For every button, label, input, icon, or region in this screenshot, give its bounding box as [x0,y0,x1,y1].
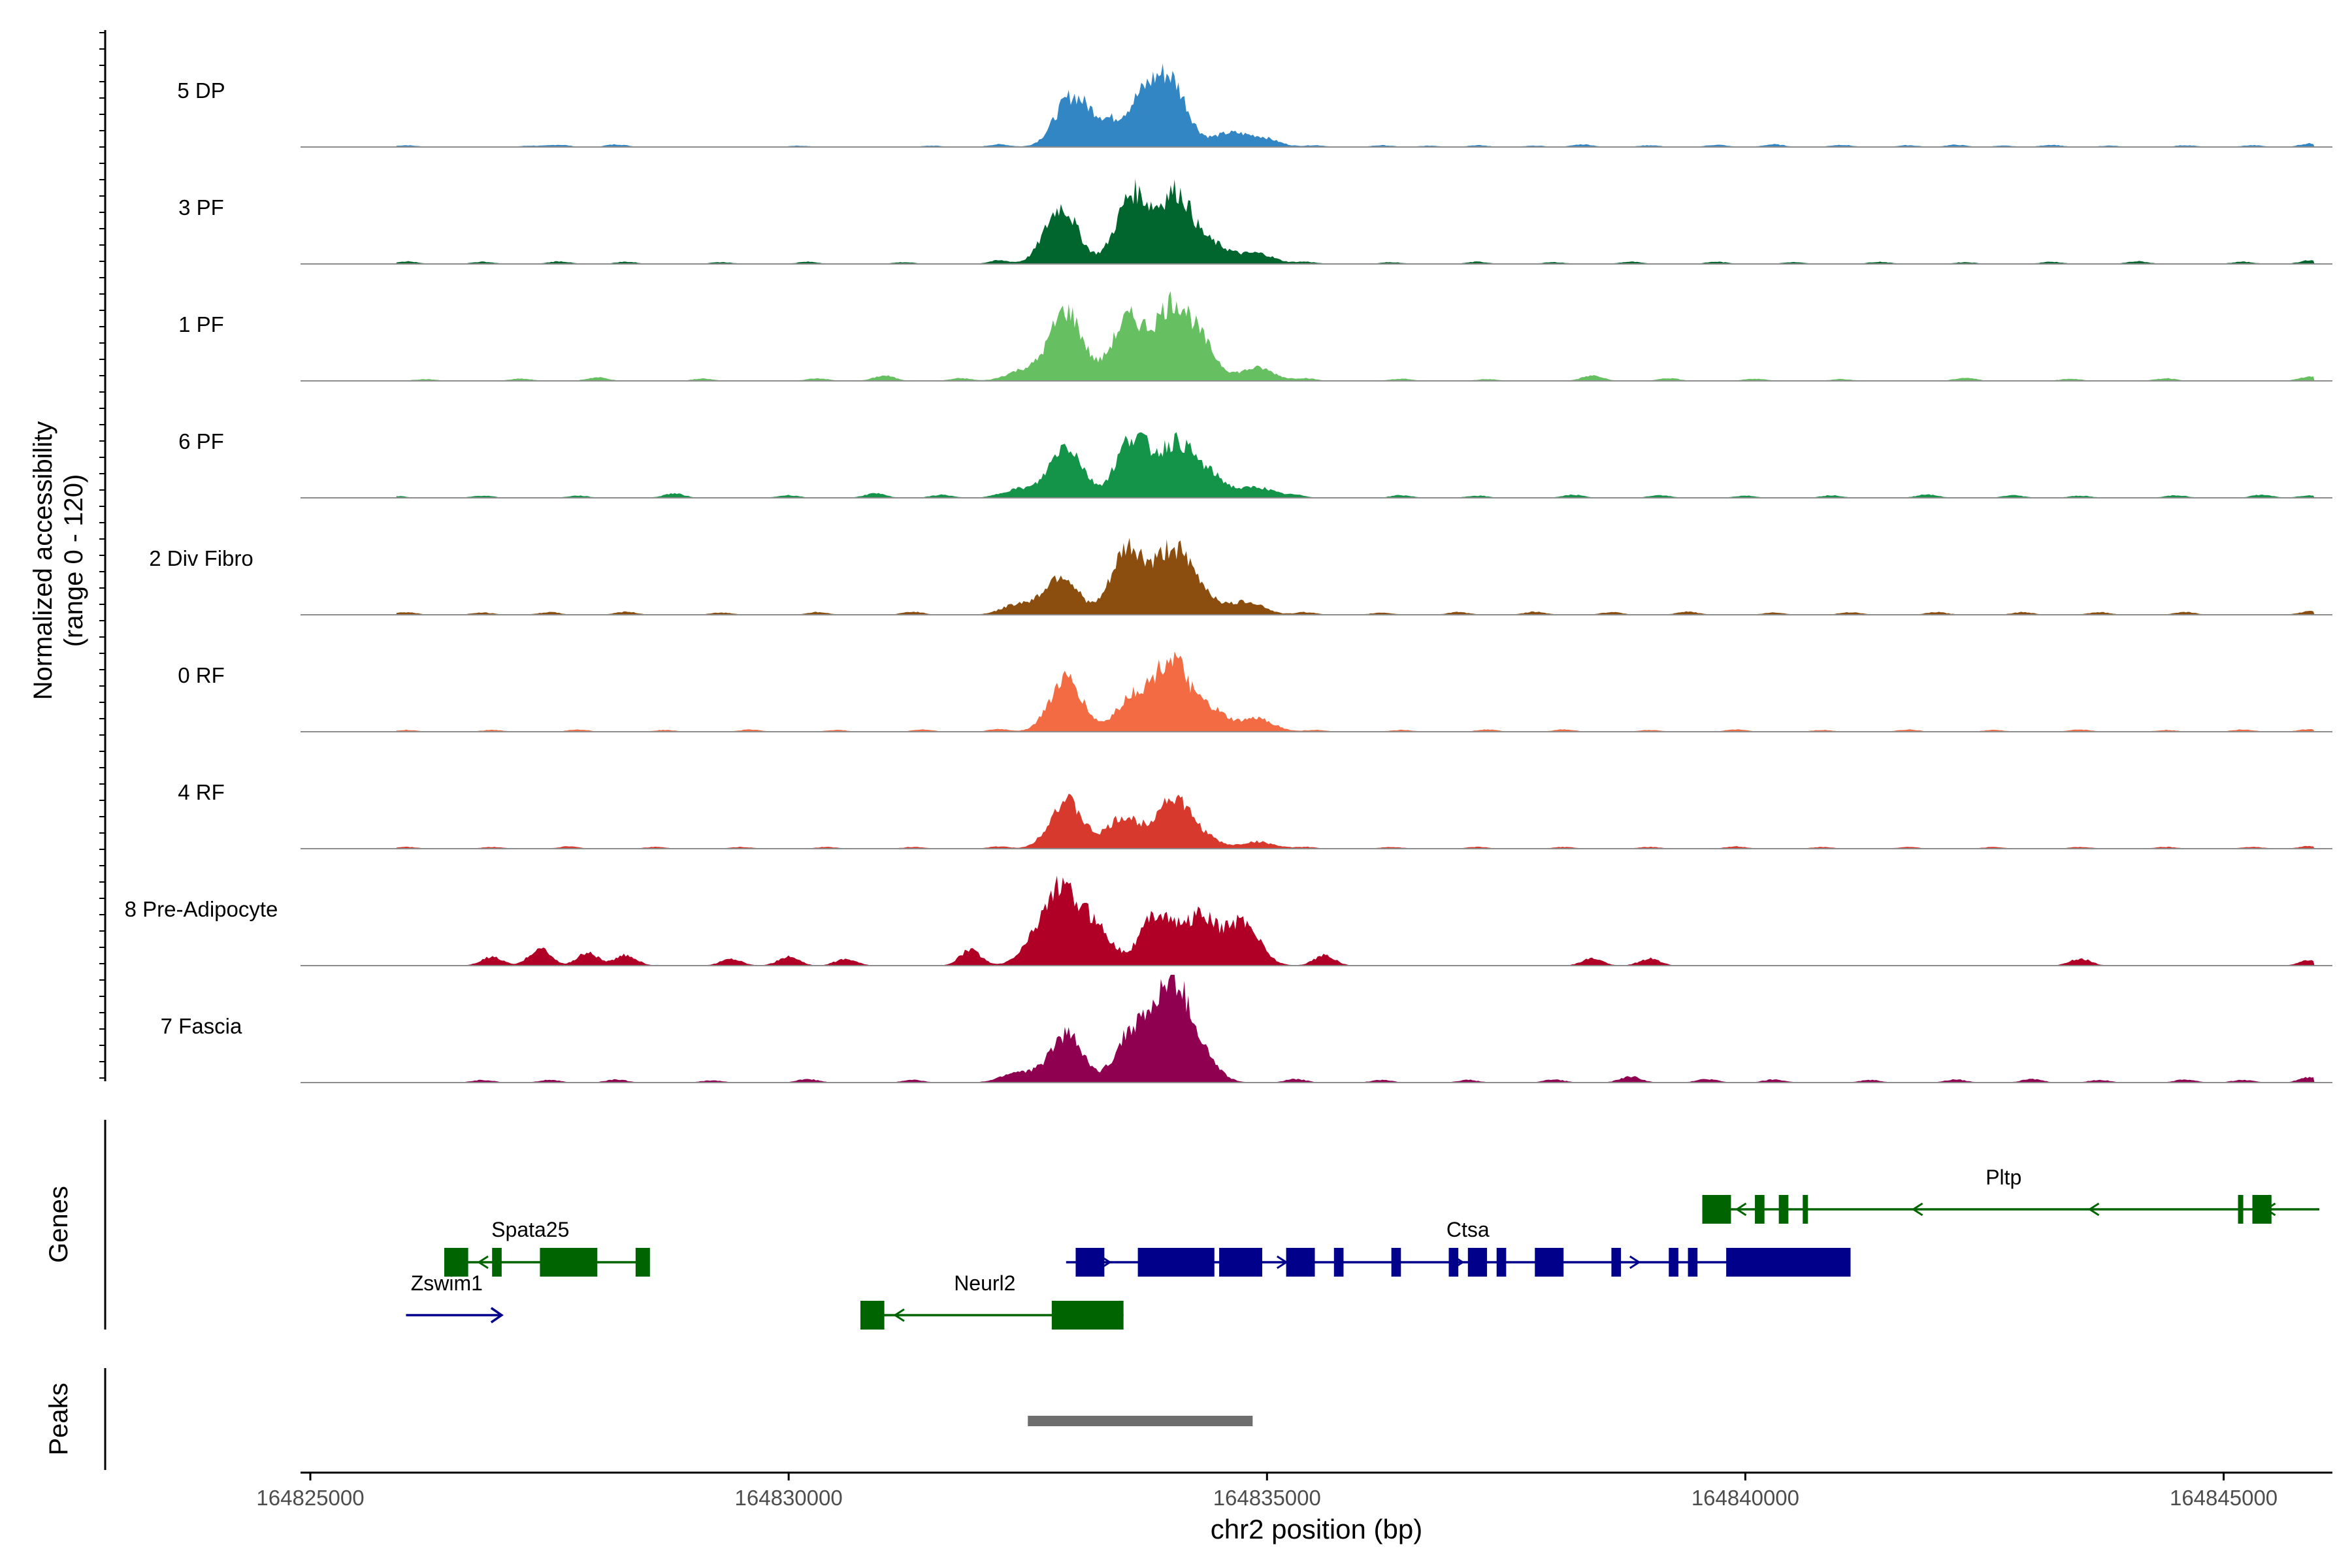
peak-regions [1028,1416,1253,1426]
gene-exon [2252,1195,2272,1224]
track-label: 1 PF [178,312,224,336]
coverage-track: 6 PF [178,429,2332,498]
coverage-track: 3 PF [178,178,2332,265]
track-label: 5 DP [177,78,225,103]
gene-exon [1611,1248,1622,1277]
x-tick-label: 164845000 [2170,1486,2278,1510]
gene-exon [1669,1248,1678,1277]
x-axis-label: chr2 position (bp) [1211,1514,1423,1544]
gene-exon [1333,1248,1344,1277]
strand-chevron [2087,1202,2100,1217]
gene-label: Spata25 [491,1218,569,1241]
gene-model: Pltp [1702,1166,2319,1224]
gene-exon [1726,1248,1851,1277]
gene-exon [1448,1248,1459,1277]
y-axis-label-line1: Normalized accessibility [29,421,57,700]
track-label: 0 RF [178,663,225,687]
gene-exon [635,1248,650,1277]
strand-arrow [490,1307,504,1324]
strand-chevron [1911,1202,1923,1217]
gene-exon [1051,1301,1124,1330]
track-label: 6 PF [178,429,224,453]
track-label: 8 Pre-Adipocyte [125,897,278,921]
x-axis-ticks: 164825000 164830000 164835000 164840000 1648… [256,1473,2278,1510]
coverage-axis-ticks [99,32,105,1079]
gene-exon [2238,1195,2244,1224]
coverage-area [396,875,2315,966]
gene-exon [540,1248,598,1277]
gene-exon [1778,1195,1789,1224]
gene-label: Neurl2 [954,1271,1015,1295]
gene-model: Ctsa [1066,1218,1851,1277]
coverage-track: 1 PF [178,291,2332,382]
gene-exon [1803,1195,1808,1224]
gene-exon [1391,1248,1401,1277]
gene-exon [1467,1248,1488,1277]
gene-exon [1688,1248,1698,1277]
track-label: 2 Div Fibro [149,546,253,570]
coverage-track: 2 Div Fibro [149,538,2332,615]
coverage-track: 8 Pre-Adipocyte [125,875,2332,966]
strand-chevron [893,1308,905,1322]
peaks-panel: Peaks [44,1368,1253,1470]
track-label: 3 PF [178,195,224,220]
gene-exon [1496,1248,1507,1277]
x-tick-label: 164830000 [735,1486,843,1510]
peak-region-bar [1028,1416,1253,1426]
track-label: 7 Fascia [161,1014,242,1038]
strand-chevron [1735,1202,1747,1217]
y-axis-label-line2: (range 0 - 120) [59,474,88,647]
gene-exon [1075,1248,1105,1277]
coverage-track: 5 DP [177,63,2332,148]
coverage-track: 0 RF [178,651,2332,732]
gene-label: Pltp [1985,1166,2021,1189]
gene-exon [1755,1195,1765,1224]
x-tick-label: 164840000 [1691,1486,1799,1510]
gene-exon [492,1248,502,1277]
gene-exon [1219,1248,1262,1277]
peaks-track-label: Peaks [44,1382,73,1455]
gene-exon [1535,1248,1564,1277]
coverage-track: 7 Fascia [161,975,2332,1083]
coverage-track: 4 RF [178,780,2332,849]
gene-exon [1286,1248,1315,1277]
strand-chevron [1629,1255,1641,1269]
x-tick-label: 164835000 [1213,1486,1321,1510]
genes-track-label: Genes [44,1186,73,1263]
track-label: 4 RF [178,780,225,804]
gene-model: Neurl2 [860,1271,1124,1330]
gene-label: Ctsa [1446,1218,1490,1241]
coverage-panel: 5 DP 3 PF 1 PF 6 PF 2 Div Fibro 0 RF 4 RF 8 Pre… [29,30,2332,1083]
gene-exon [1137,1248,1215,1277]
gene-exon [444,1248,468,1277]
strand-chevron [477,1255,489,1269]
gene-model: Spata25 [444,1218,650,1277]
coverage-tracks: 5 DP 3 PF 1 PF 6 PF 2 Div Fibro 0 RF 4 RF 8 Pre… [125,63,2332,1083]
x-tick-label: 164825000 [256,1486,364,1510]
gene-exon [1702,1195,1731,1224]
gene-exon [860,1301,885,1330]
x-axis: 164825000 164830000 164835000 164840000 1648… [256,1471,2332,1544]
